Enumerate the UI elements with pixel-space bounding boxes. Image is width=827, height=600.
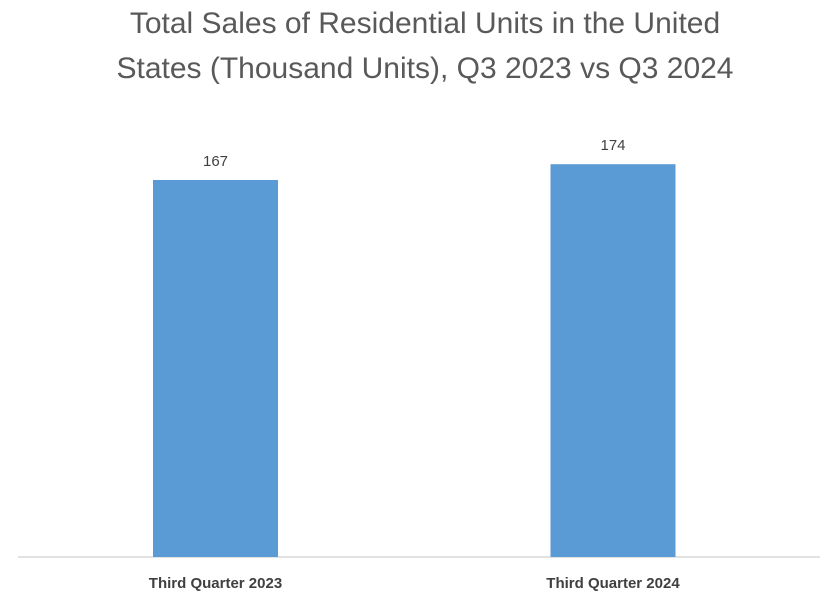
chart-title: Total Sales of Residential Units in the … [116, 7, 733, 85]
plot-area: 167 Third Quarter 2023 174 Third Quarter 20… [18, 137, 820, 592]
bar-2 [550, 164, 676, 557]
chart-title-line-1: Total Sales of Residential Units in the … [130, 7, 720, 40]
data-label-2: 174 [600, 137, 625, 154]
x-tick-label-2: Third Quarter 2024 [546, 575, 680, 592]
data-label-1: 167 [203, 153, 228, 170]
chart-title-line-2: States (Thousand Units), Q3 2023 vs Q3 2… [116, 52, 733, 85]
x-tick-label-1: Third Quarter 2023 [149, 575, 282, 592]
bar-1 [153, 179, 278, 557]
